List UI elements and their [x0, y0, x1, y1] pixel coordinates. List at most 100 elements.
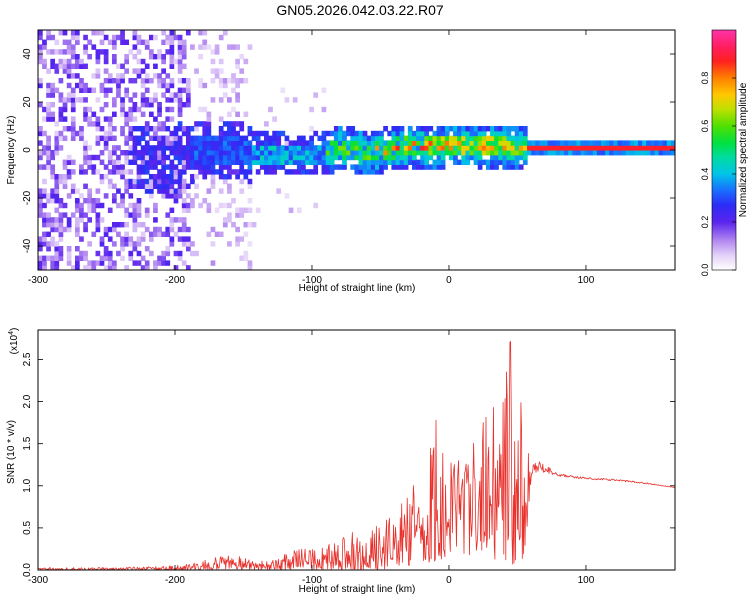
- spectrogram-cell: [374, 145, 380, 151]
- spectrogram-cell: [185, 193, 191, 199]
- spectrogram-cell: [498, 159, 503, 165]
- spectrogram-cell: [535, 140, 540, 146]
- spectrogram-cell: [210, 241, 216, 247]
- snr-multiplier-close: ): [9, 328, 20, 331]
- spectrogram-cell: [124, 222, 130, 228]
- spectrogram-cell: [301, 135, 306, 141]
- spectrogram-cell: [136, 202, 142, 209]
- spectrogram-cell: [103, 265, 109, 270]
- spectrogram-cell: [276, 150, 282, 156]
- spectrogram-cell: [153, 202, 158, 209]
- spectrogram-cell: [107, 159, 113, 165]
- spectrogram-cell: [161, 169, 166, 175]
- spectrogram-cell: [194, 159, 199, 165]
- spectrogram-cell: [42, 145, 47, 151]
- spectrogram-cell: [239, 126, 245, 132]
- spectrogram-cell: [391, 154, 397, 161]
- spectrogram-cell: [198, 154, 203, 161]
- spectrogram-x-label: Height of straight line (km): [299, 283, 416, 294]
- spectrogram-cell: [440, 159, 446, 165]
- spectrogram-cell: [309, 126, 314, 132]
- spectrogram-cell: [272, 159, 277, 165]
- spectrogram-cell: [62, 58, 68, 65]
- spectrogram-cell: [231, 140, 236, 146]
- spectrogram-cell: [83, 87, 88, 93]
- spectrogram-cell: [264, 159, 269, 165]
- spectrogram-cell: [481, 145, 487, 151]
- spectrogram-cell: [543, 150, 549, 156]
- spectrogram-cell: [444, 126, 450, 132]
- spectrogram-cell: [296, 154, 302, 161]
- spectrogram-cell: [235, 135, 240, 141]
- spectrogram-cell: [251, 159, 257, 165]
- spectrogram-cell: [66, 68, 72, 74]
- spectrogram-cell: [498, 126, 503, 132]
- spectrogram-cell: [251, 222, 257, 228]
- spectrogram-cell: [74, 82, 80, 89]
- spectrogram-cell: [321, 150, 327, 156]
- spectrogram-cell: [99, 202, 105, 209]
- spectrogram-cell: [617, 150, 623, 156]
- spectrogram-cell: [42, 217, 47, 223]
- spectrogram-cell: [91, 198, 97, 204]
- spectrogram-cell: [403, 154, 409, 161]
- spectrogram-cell: [58, 92, 64, 98]
- spectrogram-cell: [124, 58, 130, 65]
- spectrogram-cell: [153, 260, 158, 266]
- spectrogram-cell: [325, 145, 331, 151]
- spectrogram-cell: [185, 236, 191, 242]
- spectrogram-cell: [235, 111, 240, 117]
- spectrogram-cell: [539, 145, 545, 151]
- spectrogram-cell: [144, 169, 150, 175]
- spectrogram-cell: [99, 236, 105, 242]
- spectrogram-cell: [239, 154, 245, 161]
- spectrogram-cell: [116, 145, 121, 151]
- spectrogram-cell: [124, 54, 130, 60]
- spectrogram-cell: [124, 212, 130, 218]
- spectrogram-cell: [157, 231, 162, 237]
- spectrogram-cell: [280, 145, 286, 151]
- spectrogram-cell: [87, 164, 93, 170]
- spectrogram-cell: [465, 159, 471, 165]
- spectrogram-cell: [436, 164, 442, 170]
- spectrogram-cell: [62, 102, 68, 108]
- spectrogram-cell: [235, 82, 240, 89]
- spectrogram-cell: [206, 121, 212, 127]
- snr-series-line: [38, 341, 675, 570]
- spectrogram-cell: [309, 106, 314, 113]
- spectrogram-cell: [448, 145, 454, 151]
- spectrogram-cell: [58, 174, 64, 180]
- spectrogram-cell: [461, 135, 467, 141]
- spectrogram-cell: [235, 140, 240, 146]
- spectrogram-cell: [42, 236, 47, 242]
- spectrogram-cell: [490, 130, 495, 137]
- spectrogram-cell: [522, 135, 528, 141]
- spectrogram-cell: [255, 150, 261, 156]
- spectrogram-cell: [428, 140, 434, 146]
- spectrogram-cell: [547, 150, 553, 156]
- colorbar: 0.00.20.40.60.8 Normalized spectral ampl…: [700, 29, 749, 276]
- spectrogram-cell: [411, 145, 417, 151]
- spectrogram-cell: [116, 222, 121, 228]
- spectrogram-cell: [140, 265, 146, 270]
- spectrogram-cell: [157, 121, 162, 127]
- spectrogram-cell: [280, 87, 286, 93]
- spectrogram-cell: [457, 140, 462, 146]
- spectrogram-cell: [181, 222, 187, 228]
- spectrogram-cell: [190, 145, 195, 151]
- spectrogram-cell: [247, 178, 253, 185]
- spectrogram-cell: [194, 68, 199, 74]
- spectrogram-cell: [144, 145, 150, 151]
- spectrogram-cell: [173, 92, 179, 98]
- spectrogram-cell: [116, 231, 121, 237]
- spectrogram-cell: [379, 159, 384, 165]
- spectrogram-cell: [374, 135, 380, 141]
- spectrogram-cell: [148, 126, 154, 132]
- spectrogram-cell: [128, 183, 134, 189]
- spectrogram-cell: [198, 202, 203, 209]
- spectrogram-cell: [153, 174, 158, 180]
- spectrogram-cell: [490, 164, 495, 170]
- spectrogram-cell: [132, 246, 138, 252]
- spectrogram-cell: [62, 202, 68, 209]
- spectrogram-cell: [399, 150, 405, 156]
